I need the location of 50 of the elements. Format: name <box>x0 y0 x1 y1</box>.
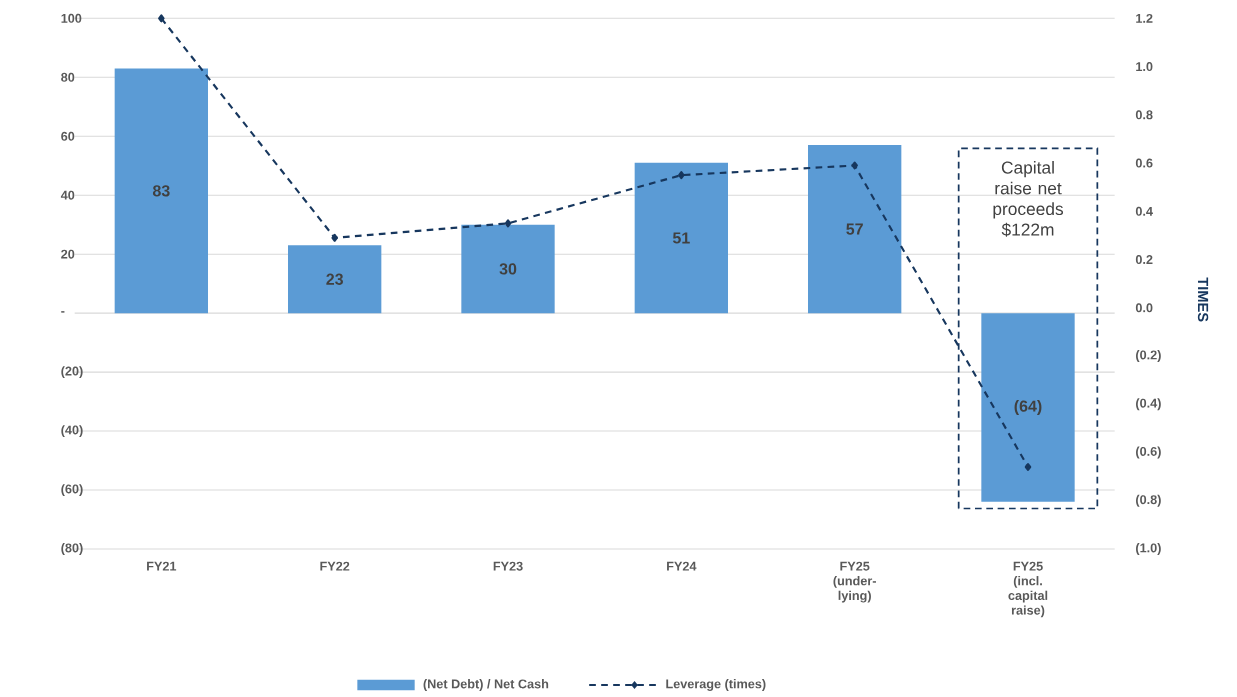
y-tick-label: (60) <box>61 484 83 496</box>
y2-tick-label: (0.6) <box>1136 446 1161 459</box>
y2-tick-label: (0.2) <box>1136 350 1161 362</box>
data-label: 51 <box>672 232 690 244</box>
point <box>851 161 858 170</box>
point <box>158 14 165 23</box>
x-tick-label: FY21 <box>147 561 177 571</box>
legend-label: (Net Debt) / Net Cash <box>423 679 549 691</box>
x-tick-label: FY25 (under-lying) <box>833 561 876 603</box>
point <box>504 219 512 228</box>
y2-tick-label: 0.2 <box>1135 255 1153 265</box>
data-label: 83 <box>152 185 170 197</box>
y-tick-label: 40 <box>60 190 75 200</box>
y-tick-label: 20 <box>61 249 75 259</box>
bar <box>981 313 1075 502</box>
y2-tick-label: 0.0 <box>1135 303 1153 313</box>
point <box>1024 462 1032 471</box>
y-tick-label: (80) <box>61 543 83 555</box>
y2-tick-label: 0.8 <box>1135 110 1153 120</box>
y-tick-label: 100 <box>61 13 82 23</box>
y2-tick-label: (0.8) <box>1136 494 1161 507</box>
bar <box>114 68 209 314</box>
x-tick-label: FY25 (incl. capital raise) <box>1008 561 1048 618</box>
y2-tick-label: 1.2 <box>1136 13 1153 23</box>
y-tick-label: 60 <box>61 131 75 141</box>
bar <box>634 162 728 314</box>
y2-tick-label: 0.6 <box>1135 158 1153 168</box>
y2-tick-label: (0.4) <box>1136 398 1161 411</box>
data-label: (64) <box>1014 400 1042 415</box>
y2-tick-label: 1.0 <box>1136 62 1153 72</box>
y2-tick-label: 0.4 <box>1135 206 1153 216</box>
data-label: 23 <box>326 273 343 285</box>
data-label: 57 <box>846 223 863 235</box>
y-tick-label: - <box>61 311 65 313</box>
y-tick-label: (20) <box>61 366 83 379</box>
x-tick-label: FY24 <box>667 561 697 571</box>
data-label: 30 <box>499 263 517 275</box>
bar <box>461 224 555 314</box>
bar <box>288 245 382 314</box>
y2-axis-title: TIMES <box>1197 277 1209 322</box>
x-tick-label: FY23 <box>493 561 523 571</box>
legend-label: Leverage (times) <box>666 679 766 691</box>
y-tick-label: (40) <box>61 425 83 437</box>
bar <box>808 145 902 314</box>
point <box>331 233 338 242</box>
annotation: Capital raise net proceeds $122m <box>993 161 1064 237</box>
point <box>678 171 685 180</box>
y2-tick-label: (1.0) <box>1136 543 1161 555</box>
x-tick-label: FY22 <box>320 561 350 571</box>
y-tick-label: 80 <box>61 72 75 82</box>
